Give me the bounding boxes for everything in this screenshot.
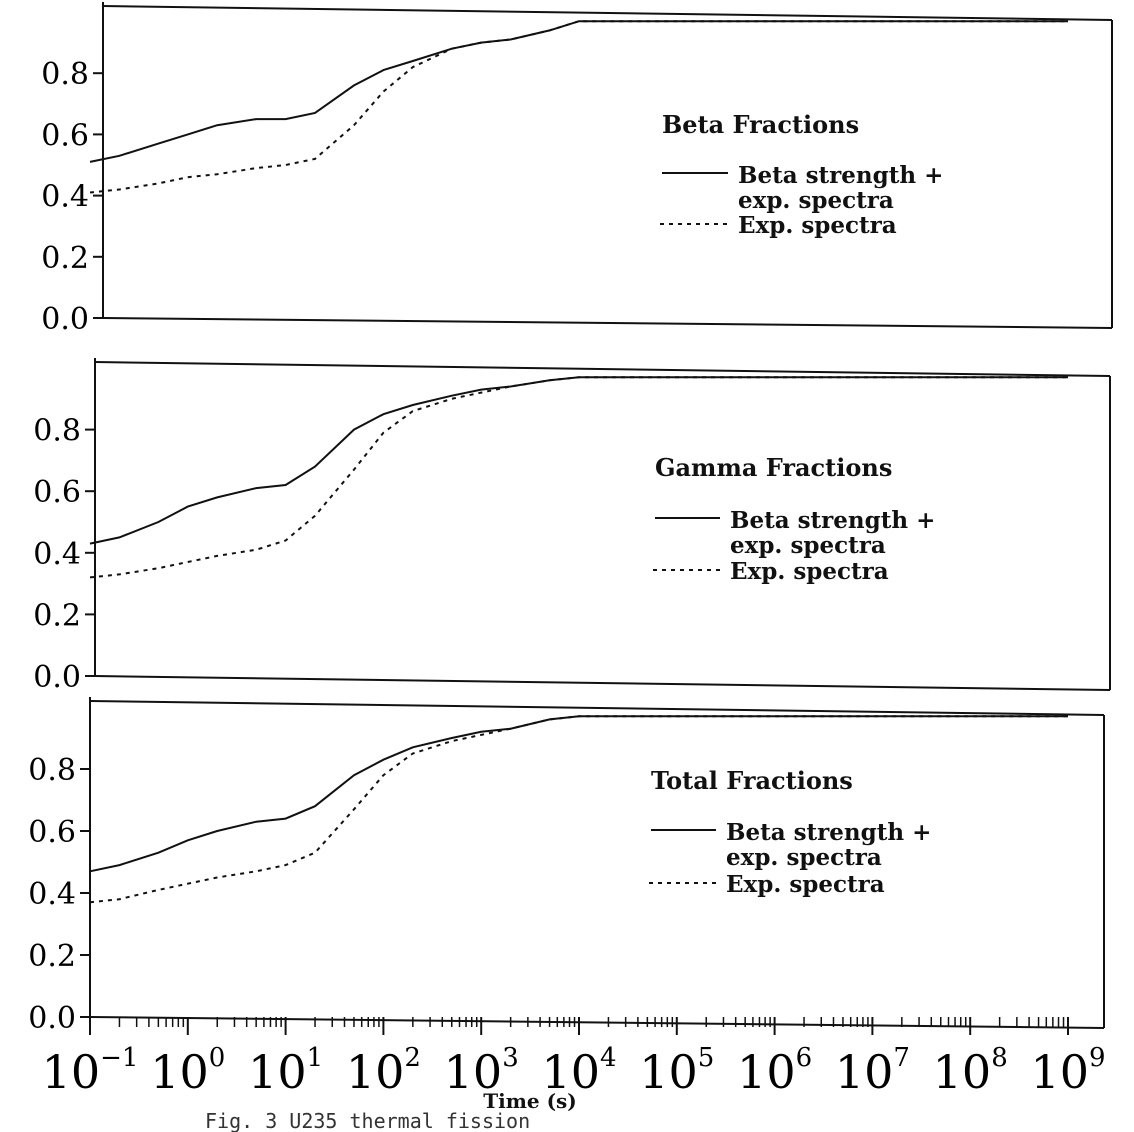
x-tick-label: 103 — [444, 1043, 519, 1099]
legend-solid-label: Beta strength + — [726, 819, 931, 846]
series-line-beta-strength — [89, 20, 1068, 163]
x-axis-line — [102, 317, 1113, 329]
y-tick-label: 0.0 — [41, 302, 89, 337]
x-tick-label: 100 — [150, 1043, 225, 1099]
y-tick-label: 0.8 — [33, 414, 81, 449]
x-tick-label: 105 — [639, 1043, 714, 1099]
panel-beta: Beta Fractions Beta strength + exp. spec… — [41, 2, 1113, 337]
legend-solid-label-2: exp. spectra — [730, 532, 886, 559]
y-tick-label: 0.4 — [33, 537, 81, 572]
top-frame-line — [102, 5, 1113, 21]
title-beta: Beta Fractions — [662, 110, 859, 139]
title-total: Total Fractions — [651, 766, 853, 795]
x-tick-label: 108 — [933, 1043, 1008, 1099]
x-tick-label: 107 — [835, 1043, 910, 1099]
y-tick-label: 0.0 — [33, 660, 81, 695]
y-tick-label: 0.6 — [28, 815, 76, 850]
panel-gamma: Gamma Fractions Beta strength + exp. spe… — [33, 358, 1111, 695]
legend-dashed-label: Exp. spectra — [738, 212, 897, 239]
series-line-exp-spectra — [89, 715, 1068, 904]
y-tick-label: 0.0 — [28, 1001, 76, 1036]
top-frame-line — [94, 361, 1111, 377]
top-frame-line — [89, 700, 1105, 716]
y-tick-label: 0.6 — [33, 475, 81, 510]
legend-gamma: Beta strength + exp. spectra Exp. spectr… — [653, 507, 935, 585]
x-axis-line — [94, 675, 1111, 691]
x-tick-label: 106 — [737, 1043, 812, 1099]
y-tick-label: 0.2 — [33, 598, 81, 633]
legend-beta: Beta strength + exp. spectra Exp. spectr… — [660, 162, 943, 239]
y-tick-label: 0.4 — [28, 877, 76, 912]
y-tick-label: 0.8 — [41, 57, 89, 92]
x-tick-label: 10−1 — [42, 1043, 139, 1099]
series-line-exp-spectra — [89, 20, 1068, 194]
x-tick-label: 102 — [346, 1043, 421, 1099]
title-gamma: Gamma Fractions — [655, 453, 892, 482]
x-tick-label: 104 — [541, 1043, 616, 1099]
x-axis-line — [89, 1016, 1105, 1029]
y-tick-label: 0.2 — [41, 241, 89, 276]
legend-dashed-label: Exp. spectra — [726, 871, 885, 898]
y-tick-label: 0.8 — [28, 753, 76, 788]
figure-caption: Fig. 3 U235 thermal fission — [205, 1109, 530, 1132]
x-tick-label: 101 — [248, 1043, 323, 1099]
y-tick-label: 0.2 — [28, 939, 76, 974]
legend-dashed-label: Exp. spectra — [730, 558, 889, 585]
x-axis: 10−1 100 101 102 103 104 105 106 107 108 109 — [42, 1017, 1106, 1099]
panel-total: Total Fractions Beta strength + exp. spe… — [28, 697, 1105, 1036]
series-line-beta-strength — [89, 715, 1068, 873]
legend-total: Beta strength + exp. spectra Exp. spectr… — [649, 819, 931, 898]
legend-solid-label: Beta strength + — [730, 507, 935, 534]
series-line-exp-spectra — [89, 376, 1068, 579]
y-tick-label: 0.6 — [41, 118, 89, 153]
legend-solid-label: Beta strength + — [738, 162, 943, 189]
legend-solid-label-2: exp. spectra — [738, 187, 894, 214]
x-axis-label: Time (s) — [483, 1089, 577, 1113]
legend-solid-label-2: exp. spectra — [726, 844, 882, 871]
y-tick-label: 0.4 — [41, 180, 89, 215]
x-tick-label: 109 — [1030, 1043, 1105, 1099]
